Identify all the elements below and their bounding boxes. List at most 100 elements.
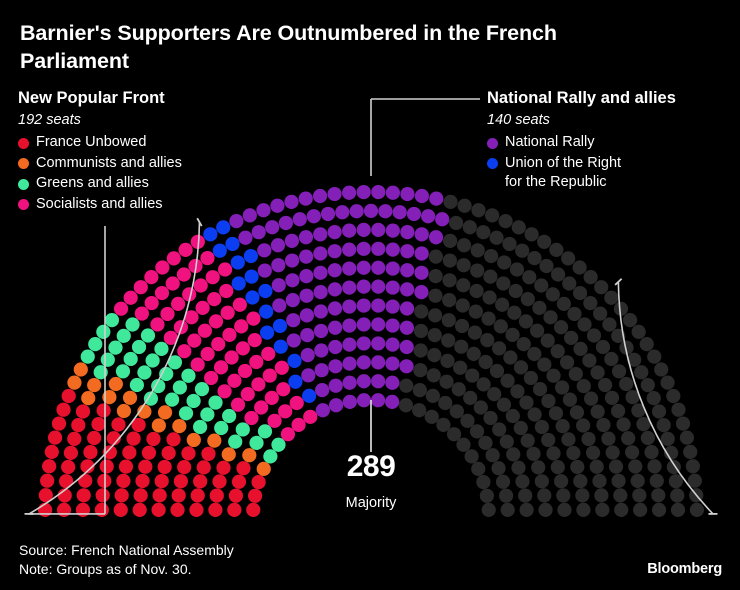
seat-dot xyxy=(385,318,400,333)
legend-right-heading: National Rally and allies xyxy=(487,89,676,107)
seat-dot xyxy=(303,409,318,424)
seat-dot xyxy=(151,378,166,394)
seat-dot xyxy=(619,376,634,392)
seat-dot xyxy=(59,474,74,489)
seat-dot xyxy=(245,290,260,305)
seat-dot xyxy=(594,488,609,503)
seat-dot xyxy=(94,502,109,517)
seat-dot xyxy=(540,333,555,348)
seat-dot xyxy=(197,323,212,338)
seat-dot xyxy=(261,346,276,361)
seat-dot xyxy=(176,267,191,282)
seat-dot xyxy=(414,227,429,242)
seat-dot xyxy=(371,298,386,313)
seat-dot xyxy=(449,404,464,419)
seat-dot xyxy=(204,370,219,386)
seat-dot xyxy=(399,378,414,393)
seat-dot xyxy=(489,363,505,379)
swatch-dot-icon xyxy=(487,158,498,169)
seat-dot xyxy=(439,374,454,389)
seat-dot xyxy=(460,413,475,428)
seat-dot xyxy=(242,448,257,463)
seat-dot xyxy=(630,473,645,488)
seat-dot xyxy=(91,417,106,432)
seat-dot xyxy=(289,395,304,411)
seat-dot xyxy=(328,398,344,413)
seat-dot xyxy=(651,404,667,419)
legend-item-national-rally[interactable]: National Rally xyxy=(487,133,727,153)
seat-dot xyxy=(567,306,582,322)
seat-dot xyxy=(534,474,549,489)
legend-item-communists-and-allies[interactable]: Communists and allies xyxy=(18,154,308,174)
seat-dot xyxy=(228,488,244,503)
seat-dot xyxy=(298,191,313,206)
seat-dot xyxy=(371,355,386,370)
seat-dot xyxy=(152,488,167,503)
seat-dot xyxy=(182,287,197,302)
seat-dot xyxy=(562,276,577,291)
seat-dot xyxy=(313,227,328,242)
seat-dot xyxy=(518,314,534,329)
legend-item-label: Socialists and allies xyxy=(36,195,163,212)
seat-dot xyxy=(165,276,180,291)
seat-dot xyxy=(227,373,242,388)
seat-dot xyxy=(582,353,597,368)
seat-dot xyxy=(601,431,616,446)
seat-dot xyxy=(556,488,571,503)
seat-dot xyxy=(463,390,478,405)
seat-dot xyxy=(456,238,472,253)
seat-dot xyxy=(539,258,554,274)
seat-dot xyxy=(220,305,235,320)
seat-dot xyxy=(413,343,428,358)
seat-dot xyxy=(561,432,576,447)
seat-dot xyxy=(335,205,350,220)
seat-dot xyxy=(400,225,415,240)
seat-dot xyxy=(487,387,502,402)
seat-dot xyxy=(524,227,539,242)
seat-dot xyxy=(211,337,226,352)
seat-dot xyxy=(208,314,224,329)
legend-item-socialists-and-allies[interactable]: Socialists and allies xyxy=(18,195,308,215)
seat-dot xyxy=(428,230,444,245)
seat-dot xyxy=(145,353,160,368)
seat-dot xyxy=(222,327,237,342)
seat-dot xyxy=(181,368,196,383)
seat-dot xyxy=(478,354,493,370)
seat-dot xyxy=(436,417,451,432)
seat-dot xyxy=(555,380,570,395)
seat-dot xyxy=(625,445,640,460)
seat-dot xyxy=(172,380,187,395)
seat-dot xyxy=(371,336,386,351)
seat-dot xyxy=(315,383,330,398)
seat-dot xyxy=(545,287,560,302)
legend-item-france-unbowed[interactable]: France Unbowed xyxy=(18,133,308,153)
seat-dot xyxy=(205,270,220,285)
legend-item-union-of-the-right[interactable]: Union of the Right for the Republic xyxy=(487,154,727,193)
seat-dot xyxy=(456,278,471,293)
seat-dot xyxy=(555,419,570,434)
seat-dot xyxy=(473,400,488,415)
seat-dot xyxy=(189,502,204,517)
seat-dot xyxy=(441,333,456,348)
seat-dot xyxy=(200,250,215,266)
seat-dot xyxy=(651,502,667,517)
seat-dot xyxy=(685,459,700,474)
seat-dot xyxy=(527,407,542,422)
legend-item-label: National Rally xyxy=(505,134,595,150)
seat-dot xyxy=(259,304,274,319)
seat-dot xyxy=(639,336,654,352)
seat-dot xyxy=(462,220,477,235)
seat-dot xyxy=(44,444,59,459)
seat-dot xyxy=(313,246,328,261)
seat-dot xyxy=(464,449,479,464)
seat-dot xyxy=(300,328,315,343)
seat-dot xyxy=(426,368,441,383)
seat-dot xyxy=(342,223,357,238)
seat-dot xyxy=(428,249,443,264)
seat-dot xyxy=(489,230,504,245)
seat-dot xyxy=(454,318,470,334)
legend-item-greens-and-allies[interactable]: Greens and allies xyxy=(18,174,308,194)
seat-dot xyxy=(469,424,485,439)
seat-dot xyxy=(440,353,455,368)
seat-dot xyxy=(186,393,201,409)
